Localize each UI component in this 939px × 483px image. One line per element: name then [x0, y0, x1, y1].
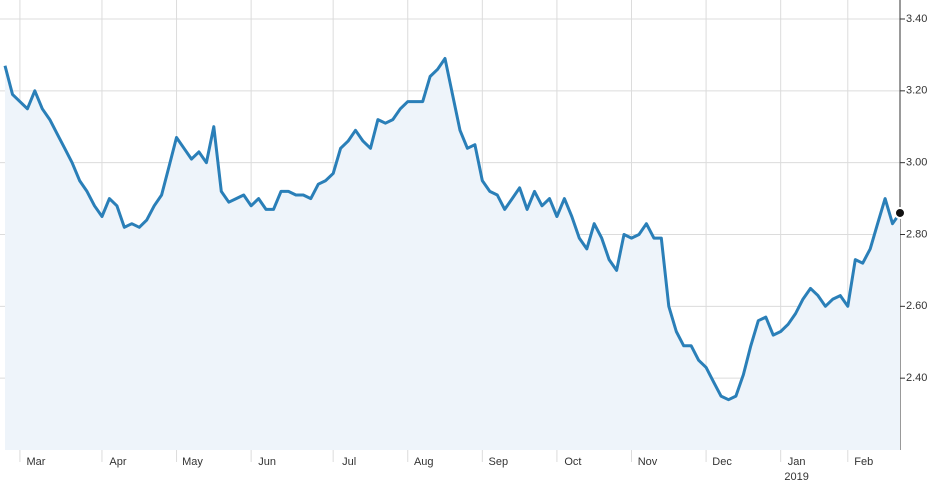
x-tick-label: Jul: [342, 456, 356, 468]
y-tick-label: 2.40: [906, 372, 927, 384]
y-tick-label: 3.00: [906, 157, 927, 169]
end-marker: [894, 206, 906, 219]
x-tick-label: Jan: [788, 456, 806, 468]
y-tick-label: 3.40: [906, 13, 927, 25]
x-tick-label: May: [182, 456, 203, 468]
x-tick-label: Dec: [712, 456, 732, 468]
x-tick-label: Sep: [489, 456, 509, 468]
x-tick-label: Oct: [564, 456, 581, 468]
year-label: 2019: [784, 471, 808, 483]
y-tick-label: 2.80: [906, 228, 927, 240]
x-tick-label: Mar: [26, 456, 45, 468]
y-tick-label: 2.60: [906, 300, 927, 312]
area-fill: [5, 58, 900, 450]
x-tick-label: Nov: [638, 456, 658, 468]
x-tick-label: Aug: [414, 456, 434, 468]
x-tick-label: Jun: [258, 456, 276, 468]
x-tick-label: Apr: [109, 456, 126, 468]
x-tick-label: Feb: [854, 456, 873, 468]
y-tick-label: 3.20: [906, 85, 927, 97]
line: [3, 57, 902, 402]
